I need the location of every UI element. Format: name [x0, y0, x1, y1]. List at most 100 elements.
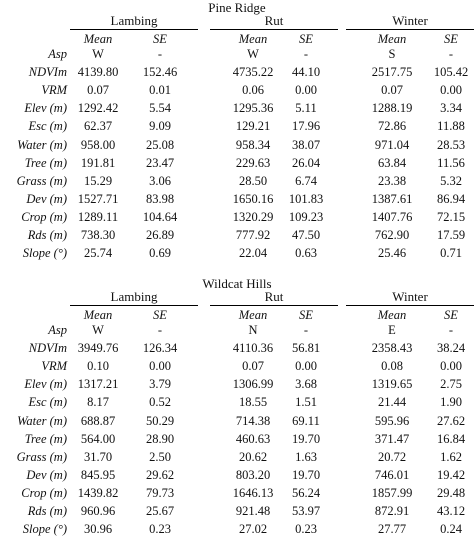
table-cell: -	[448, 323, 454, 337]
table-cell: 4110.36	[232, 341, 274, 356]
table-cell: 2.75	[440, 377, 462, 392]
table-cell: 1295.36	[232, 101, 274, 116]
table-cell: 27.77	[377, 522, 407, 537]
table-cell: 460.63	[235, 431, 271, 446]
column-subheader: SE	[299, 32, 313, 46]
table-cell: 126.34	[142, 341, 178, 356]
row-label: Slope (°)	[22, 246, 67, 261]
table-cell: 15.29	[83, 173, 113, 188]
table-cell: 19.70	[291, 467, 321, 482]
table-cell: 11.88	[437, 119, 465, 134]
table-cell: W	[92, 323, 104, 337]
row-label: Grass (m)	[16, 173, 67, 188]
group-rule	[70, 305, 198, 306]
table-cell: 28.90	[145, 431, 175, 446]
table-cell: 29.62	[145, 467, 175, 482]
column-subheader: Mean	[83, 32, 113, 46]
table-cell: 50.29	[145, 413, 175, 428]
group-rule	[210, 305, 338, 306]
table-cell: 3.34	[440, 101, 462, 116]
row-label: VRM	[41, 83, 67, 98]
table-cell: 872.91	[374, 504, 410, 518]
table-cell: -	[303, 47, 309, 61]
table-cell: 43.12	[436, 504, 466, 518]
table-cell: 1289.11	[77, 209, 119, 224]
table-cell: 101.83	[288, 191, 324, 206]
table-cell: 105.42	[433, 65, 469, 80]
table-cell: 0.69	[149, 246, 171, 261]
table-block: Pine Ridge Lambing Mean SE Rut Mean SE Winter Me…	[0, 0, 474, 260]
table-cell: 1387.61	[371, 191, 413, 206]
table-cell: 1439.82	[77, 485, 119, 500]
table-cell: 2.50	[149, 449, 171, 464]
table-cell: 0.00	[440, 359, 462, 374]
table-cell: 1527.71	[77, 191, 119, 206]
table-cell: 1650.16	[232, 191, 274, 206]
table-cell: 371.47	[374, 431, 410, 446]
table-cell: 47.50	[291, 228, 321, 242]
row-label: NDVIm	[28, 65, 67, 80]
table-cell: 595.96	[374, 413, 410, 428]
table-cell: 845.95	[80, 467, 116, 482]
table-cell: 958.00	[80, 137, 116, 152]
row-label: Rds (m)	[27, 504, 67, 518]
table-cell: 4735.22	[232, 65, 274, 80]
table-cell: 21.44	[377, 395, 407, 410]
group-header: Rut	[264, 13, 284, 28]
table-cell: 1.62	[440, 449, 462, 464]
table-cell: 56.24	[291, 485, 321, 500]
table-cell: 79.73	[145, 485, 175, 500]
group-rule	[346, 29, 474, 30]
table-cell: 0.00	[149, 359, 171, 374]
table-cell: 1.90	[440, 395, 462, 410]
table-cell: 5.32	[440, 173, 462, 188]
table-cell: 63.84	[377, 155, 407, 170]
table-cell: 958.34	[235, 137, 271, 152]
table-cell: 8.17	[87, 395, 109, 410]
table-cell: 83.98	[145, 191, 175, 206]
table-cell: 25.74	[83, 246, 113, 261]
table-cell: 5.54	[149, 101, 171, 116]
table-cell: 921.48	[235, 504, 271, 518]
row-label: Asp	[48, 47, 67, 61]
table-cell: 971.04	[374, 137, 410, 152]
table-cell: 62.37	[83, 119, 113, 134]
row-label: Dev (m)	[26, 467, 67, 482]
table-cell: 0.71	[440, 246, 462, 261]
table-cell: 3.79	[149, 377, 171, 392]
row-label: Water (m)	[17, 413, 67, 428]
column-subheader: SE	[444, 32, 458, 46]
table-cell: 23.38	[377, 173, 407, 188]
row-label: Rds (m)	[27, 228, 67, 242]
table-cell: 1319.65	[371, 377, 413, 392]
table-cell: 1.51	[295, 395, 317, 410]
table-cell: 38.24	[436, 341, 466, 356]
row-label: Esc (m)	[28, 119, 67, 134]
table-block: Wildcat Hills Lambing Mean SE Rut Mean SE Winte…	[0, 276, 474, 536]
table-cell: 564.00	[80, 431, 116, 446]
table-cell: 72.86	[377, 119, 407, 134]
column-subheader: SE	[153, 308, 167, 322]
group-header: Winter	[392, 289, 428, 304]
group-header: Lambing	[110, 289, 158, 304]
table-title: Pine Ridge	[208, 0, 266, 15]
table-cell: 1317.21	[77, 377, 119, 392]
row-label: Slope (°)	[22, 522, 67, 537]
table-cell: -	[157, 47, 163, 61]
table-cell: 11.56	[437, 155, 465, 170]
table-cell: -	[448, 47, 454, 61]
row-label: Crop (m)	[21, 209, 67, 224]
row-label: VRM	[41, 359, 67, 374]
column-subheader: Mean	[377, 32, 407, 46]
table-cell: 803.20	[235, 467, 271, 482]
table-cell: 1.63	[295, 449, 317, 464]
table-cell: 27.62	[436, 413, 466, 428]
row-label: Elev (m)	[24, 377, 67, 392]
table-cell: 2517.75	[371, 65, 413, 80]
table-cell: 191.81	[80, 155, 116, 170]
table-cell: 26.04	[291, 155, 321, 170]
table-cell: 0.08	[381, 359, 403, 374]
table-cell: 0.00	[440, 83, 462, 98]
table-cell: 19.42	[436, 467, 466, 482]
table-cell: -	[157, 323, 163, 337]
